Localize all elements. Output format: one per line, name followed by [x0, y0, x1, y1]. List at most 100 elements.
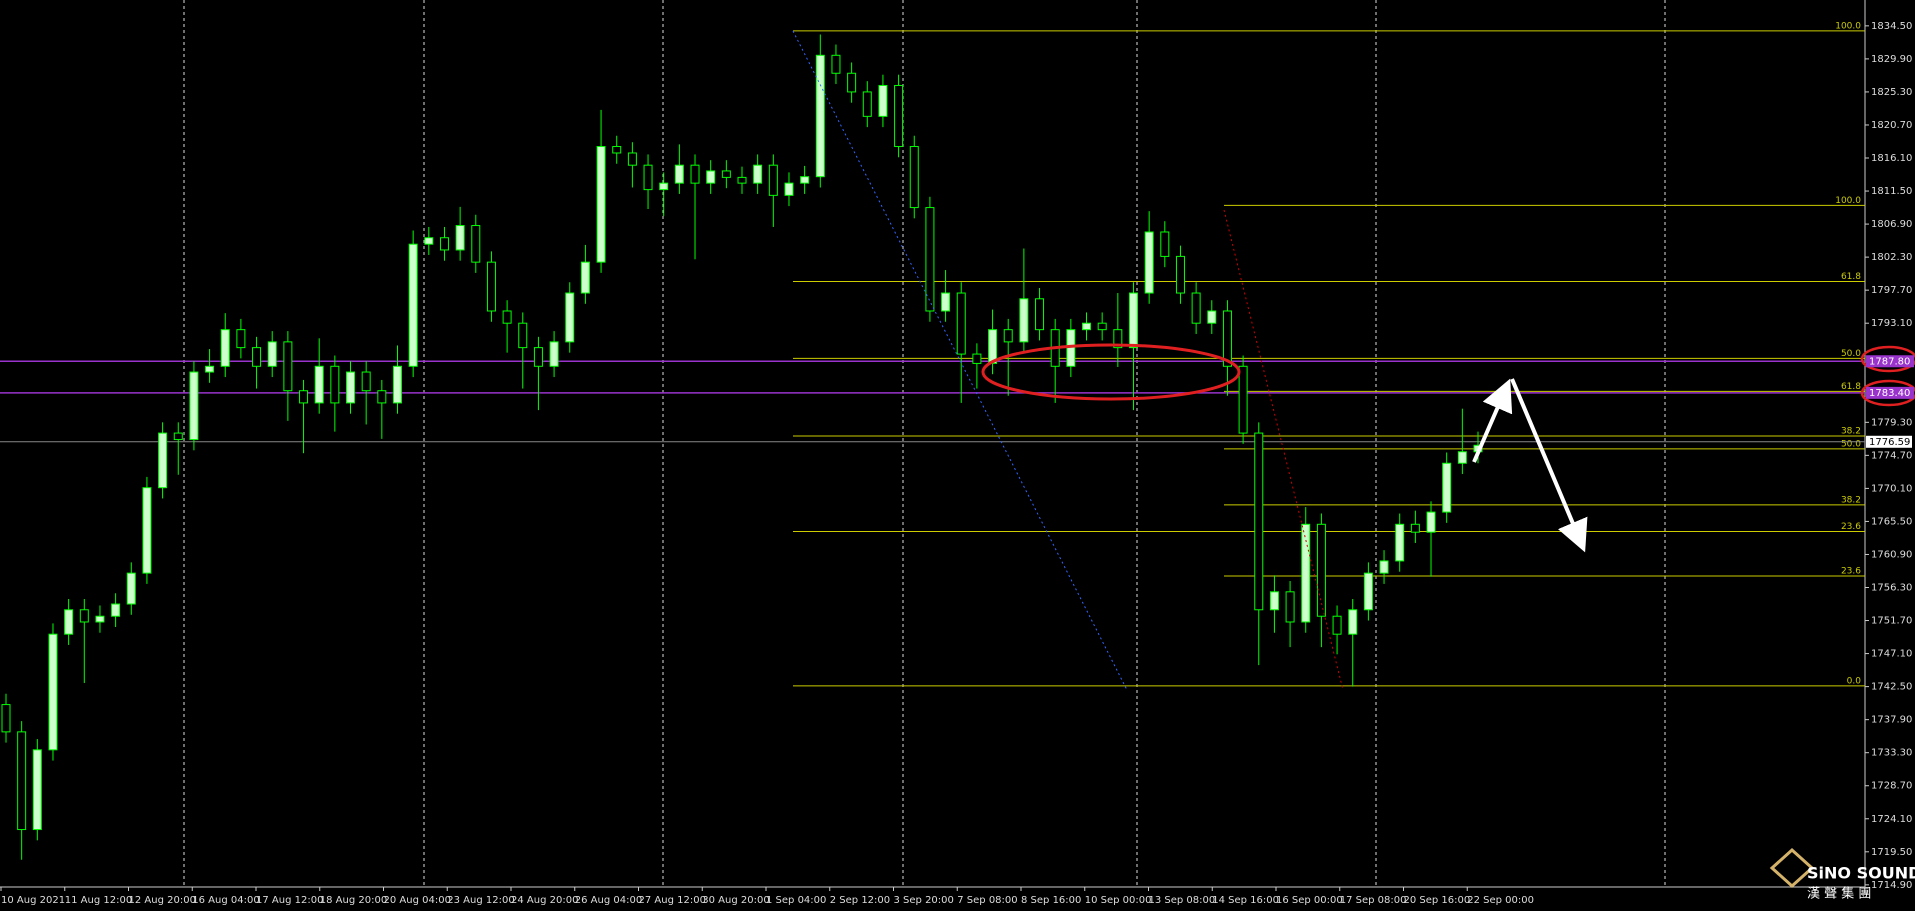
- current-price-tag: [1866, 435, 1912, 448]
- x-tick-label: 17 Aug 12:00: [256, 895, 323, 906]
- candle-body: [596, 146, 606, 263]
- candle-body: [1363, 572, 1373, 611]
- y-tick-label: 1779.30: [1871, 417, 1912, 428]
- watermark-name: SiNO SOUND: [1807, 864, 1915, 883]
- y-tick-label: 1756.30: [1871, 583, 1912, 594]
- y-tick-label: 1742.50: [1871, 682, 1912, 693]
- fib-label: 38.2: [1841, 495, 1861, 505]
- x-tick-label: 1 Sep 04:00: [766, 895, 826, 906]
- candle-body: [972, 353, 982, 364]
- candle-body: [1238, 365, 1248, 434]
- x-tick-label: 16 Sep 00:00: [1276, 895, 1343, 906]
- x-tick-label: 27 Aug 12:00: [639, 895, 706, 906]
- candle-body: [486, 261, 496, 312]
- arrow: [1472, 378, 1513, 463]
- x-tick-label: 10 Aug 2021: [1, 895, 65, 906]
- candle-body: [565, 292, 575, 343]
- candle-body: [909, 146, 919, 209]
- candle-body: [330, 365, 340, 404]
- candle-body: [643, 164, 653, 191]
- x-tick-label: 10 Sep 00:00: [1085, 895, 1152, 906]
- y-tick-label: 1719.50: [1871, 847, 1912, 858]
- candle-body: [1113, 329, 1123, 349]
- x-tick-label: 11 Aug 12:00: [65, 895, 132, 906]
- candle-body: [721, 170, 731, 178]
- candle-body: [502, 310, 512, 324]
- x-tick-label: 2 Sep 12:00: [830, 895, 890, 906]
- candle-body: [1457, 451, 1467, 464]
- candle-body: [1207, 310, 1217, 324]
- candle-body: [220, 329, 230, 367]
- y-tick-label: 1751.70: [1871, 616, 1912, 627]
- candle-body: [158, 432, 168, 489]
- candle-body: [659, 182, 669, 191]
- candle-body: [674, 164, 684, 184]
- candle-body: [32, 749, 42, 831]
- period-separators: [183, 0, 1666, 887]
- candle-body: [627, 152, 637, 166]
- candle-body: [1082, 322, 1092, 331]
- y-tick-label: 1724.10: [1871, 814, 1912, 825]
- candle-body: [533, 347, 543, 367]
- fib-label: 38.2: [1841, 426, 1861, 436]
- highlight-ellipse: [1860, 345, 1915, 373]
- candle-body: [471, 225, 481, 263]
- candle-body: [1160, 231, 1170, 257]
- x-tick-label: 30 Aug 20:00: [702, 895, 769, 906]
- candle-body: [346, 371, 356, 404]
- level-label: 1783.40: [1869, 388, 1910, 399]
- y-tick-label: 1806.90: [1871, 219, 1912, 230]
- y-tick-label: 1834.50: [1871, 21, 1912, 32]
- candle-body: [941, 292, 951, 312]
- candle-body: [48, 633, 58, 751]
- candle-body: [612, 146, 622, 154]
- y-tick-label: 1816.10: [1871, 153, 1912, 164]
- candle-body: [1019, 298, 1029, 343]
- candle-body: [800, 176, 810, 184]
- y-tick-label: 1811.50: [1871, 186, 1912, 197]
- x-tick-label: 13 Sep 08:00: [1149, 895, 1216, 906]
- candle-body: [283, 341, 293, 392]
- x-tick-label: 8 Sep 16:00: [1021, 895, 1081, 906]
- candle-body: [1269, 591, 1279, 611]
- fib-label: 23.6: [1841, 567, 1861, 577]
- candle-body: [1379, 560, 1389, 574]
- level-tag: [1866, 386, 1914, 399]
- y-tick-label: 1825.30: [1871, 87, 1912, 98]
- logo: [1769, 847, 1815, 889]
- candle-body: [173, 432, 183, 441]
- fib-label: 100.0: [1835, 196, 1861, 206]
- plot: 100.0 61.8 50.0 38.2 23.6 0.0 100.0 61.8 50.0 38.…: [0, 21, 1865, 860]
- candle-body: [1285, 591, 1295, 623]
- candle-body: [189, 371, 199, 441]
- candle-body: [1410, 523, 1420, 533]
- x-tick-label: 23 Aug 12:00: [447, 895, 514, 906]
- candle-body: [1128, 292, 1138, 349]
- y-tick-label: 1747.10: [1871, 649, 1912, 660]
- candle-body: [925, 207, 935, 312]
- x-tick-label: 22 Sep 00:00: [1467, 895, 1534, 906]
- trend-line: [792, 30, 1128, 691]
- y-tick-label: 1793.10: [1871, 318, 1912, 329]
- fib-label: 23.6: [1841, 522, 1861, 532]
- y-tick-label: 1760.90: [1871, 549, 1912, 560]
- y-tick-label: 1765.50: [1871, 516, 1912, 527]
- candle-body: [439, 237, 449, 251]
- x-tick-label: 16 Aug 04:00: [192, 895, 259, 906]
- y-tick-label: 1714.90: [1871, 880, 1912, 891]
- candle-body: [784, 182, 794, 196]
- watermark-subtitle: 漢 聲 集 團: [1807, 886, 1871, 902]
- candle-body: [1442, 462, 1452, 513]
- candle-body: [549, 341, 559, 367]
- y-tick-label: 1820.70: [1871, 120, 1912, 131]
- y-tick-label: 1829.90: [1871, 54, 1912, 65]
- fib-label: 50.0: [1841, 439, 1861, 449]
- candle-body: [1301, 523, 1311, 623]
- candle-body: [847, 72, 857, 93]
- candle-body: [862, 91, 872, 117]
- candle-body: [1222, 310, 1232, 367]
- candle-body: [988, 329, 998, 364]
- x-tick-label: 14 Sep 16:00: [1212, 895, 1279, 906]
- candle-body: [205, 365, 215, 373]
